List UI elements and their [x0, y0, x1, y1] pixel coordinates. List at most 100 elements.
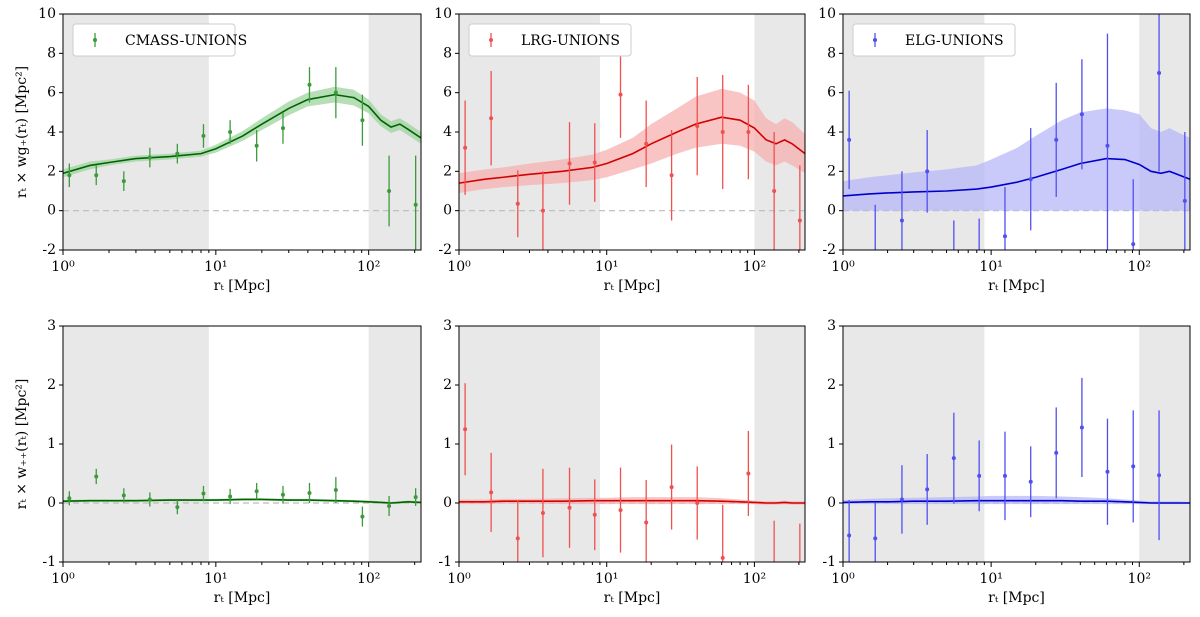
data-point [254, 143, 259, 148]
data-point [540, 208, 545, 213]
x-tick-label: 10⁰ [51, 571, 75, 587]
data-point [746, 130, 751, 134]
y-tick-label: 4 [47, 124, 56, 140]
shaded-region [459, 326, 600, 562]
model-band [843, 108, 1190, 211]
data-point [413, 495, 418, 500]
x-tick-label: 10¹ [204, 571, 227, 587]
x-axis-label: rₜ [Mpc] [214, 278, 271, 294]
data-point [618, 92, 623, 97]
data-point [720, 130, 725, 134]
y-tick-label: 3 [47, 318, 56, 334]
data-point [873, 536, 878, 541]
data-point [1182, 198, 1187, 203]
y-axis-label: rₜ × wg₊(rₜ) [Mpc²] [14, 66, 30, 198]
data-point [413, 202, 418, 207]
y-tick-label: 6 [443, 85, 452, 101]
y-tick-label: 2 [443, 163, 452, 179]
data-point [94, 474, 99, 479]
y-tick-label: 3 [443, 318, 452, 334]
plot-area [63, 326, 421, 562]
model-line [63, 498, 421, 504]
y-tick-label: 2 [443, 377, 452, 393]
y-tick-label: 3 [827, 318, 836, 334]
x-tick-label: 10⁰ [831, 571, 855, 587]
model-line [459, 499, 805, 504]
y-tick-label: 0 [443, 203, 452, 219]
data-point [977, 473, 982, 478]
x-tick-label: 10² [1128, 571, 1151, 587]
shaded-region [1139, 326, 1190, 562]
y-tick-label: 4 [443, 124, 452, 140]
data-point [592, 160, 597, 165]
data-point [695, 124, 700, 129]
data-point [772, 189, 777, 193]
data-point [280, 126, 285, 131]
y-tick-label: 4 [827, 124, 836, 140]
x-tick-label: 10⁰ [831, 259, 855, 275]
y-tick-label: 8 [827, 45, 836, 61]
data-point [1028, 479, 1033, 484]
y-tick-label: 1 [443, 436, 452, 452]
data-point [1105, 143, 1110, 148]
panel: ELG-UNIONS -2 0 2 4 6 8 10 10⁰ 10¹ 10² rₜ [Mpc] [818, 6, 1191, 294]
data-point [360, 118, 365, 123]
data-point [201, 133, 206, 138]
y-tick-label: -2 [42, 242, 56, 258]
data-point [1157, 71, 1162, 75]
data-point [1002, 473, 1007, 478]
data-point [1131, 464, 1136, 469]
data-point [254, 489, 259, 494]
model-band [63, 86, 421, 178]
x-axis-label: rₜ [Mpc] [604, 278, 661, 294]
model-band [459, 88, 805, 193]
data-point [67, 173, 72, 178]
y-tick-label: -1 [42, 554, 56, 570]
data-point [307, 82, 312, 87]
data-point [94, 173, 99, 178]
y-tick-label: 2 [827, 163, 836, 179]
data-point [515, 536, 520, 541]
data-point [1131, 242, 1136, 247]
legend-symbol [873, 38, 877, 42]
data-point [147, 155, 152, 160]
shaded-region [843, 326, 985, 562]
model-line [843, 499, 1190, 504]
y-tick-label: 8 [47, 45, 56, 61]
data-point [798, 572, 802, 576]
data-point [925, 487, 930, 492]
y-tick-label: -1 [438, 554, 452, 570]
shaded-region [63, 326, 209, 562]
x-axis-label: rₜ [Mpc] [988, 278, 1045, 294]
y-tick-label: 10 [818, 6, 836, 22]
x-tick-label: 10⁰ [447, 571, 471, 587]
y-tick-label: 2 [47, 163, 56, 179]
data-point [797, 218, 802, 223]
data-point [592, 512, 597, 517]
model-line [459, 116, 805, 184]
legend-box [852, 23, 1016, 57]
y-tick-label: 8 [443, 45, 452, 61]
x-tick-label: 10¹ [204, 259, 227, 275]
data-point [695, 501, 700, 505]
data-point [873, 258, 877, 262]
y-tick-label: 1 [827, 436, 836, 452]
y-tick-label: 10 [434, 6, 452, 22]
data-point [669, 485, 674, 490]
legend-label: ELG-UNIONS [905, 33, 1004, 49]
data-point [925, 169, 930, 174]
y-tick-label: 2 [47, 377, 56, 393]
model-line [843, 157, 1190, 197]
y-tick-label: -2 [438, 242, 452, 258]
x-axis-label: rₜ [Mpc] [604, 590, 661, 606]
data-point [1105, 469, 1110, 474]
legend-symbol [93, 38, 97, 42]
data-point [669, 173, 674, 178]
data-point [228, 494, 233, 499]
plot-area [843, 326, 1190, 562]
data-point [847, 533, 852, 538]
data-point [899, 497, 904, 502]
data-point [1054, 137, 1059, 142]
data-point [387, 189, 392, 193]
